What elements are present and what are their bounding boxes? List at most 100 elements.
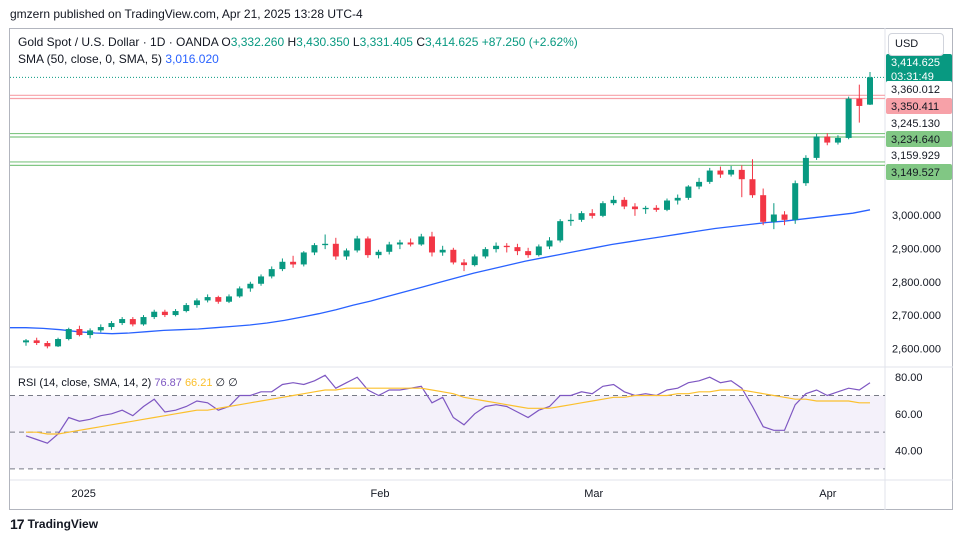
candle-body <box>503 245 510 248</box>
candle <box>653 205 660 212</box>
price-badge: 3,245.130 <box>886 115 952 131</box>
candle <box>461 259 468 272</box>
price-badge-text: 3,159.929 <box>891 150 940 162</box>
candle-body <box>332 243 339 257</box>
candle <box>546 237 553 250</box>
candle-body <box>87 330 94 336</box>
candle-body <box>354 238 361 251</box>
candle <box>717 166 724 178</box>
currency-button[interactable]: USD <box>888 33 944 56</box>
candle <box>525 247 532 258</box>
candle-body <box>108 323 115 328</box>
candle <box>781 211 788 226</box>
price-tick-label: 3,000.000 <box>892 210 941 222</box>
candle <box>685 185 692 200</box>
candle-body <box>493 245 500 250</box>
sma-label: SMA (50, close, 0, SMA, 5) <box>18 52 163 66</box>
candle <box>428 231 435 257</box>
rsi-pane <box>10 374 885 470</box>
candle <box>204 294 211 303</box>
candle <box>802 155 809 186</box>
low-label: L <box>352 35 360 49</box>
price-badge-bg <box>886 164 952 180</box>
candle-body <box>375 251 382 256</box>
candle <box>386 241 393 255</box>
candle-body <box>631 206 638 210</box>
candle-body <box>151 311 158 318</box>
candle <box>567 213 574 226</box>
candle-body <box>44 343 51 347</box>
candle <box>332 237 339 260</box>
candle-body <box>664 200 671 210</box>
price-tick-label: 2,900.000 <box>892 243 941 255</box>
candle-body <box>76 329 83 336</box>
candle <box>33 337 40 346</box>
candle-body <box>525 251 532 256</box>
sma-legend: SMA (50, close, 0, SMA, 5) 3,016.020 <box>18 52 219 66</box>
candle <box>407 238 414 247</box>
sma50-line <box>9 209 871 335</box>
rsi-sma-value: 66.21 <box>184 377 213 389</box>
price-badge-bg <box>886 98 952 114</box>
candle-body <box>225 296 232 302</box>
candle <box>749 159 756 198</box>
candle-body <box>311 245 318 253</box>
candle-body <box>439 249 446 253</box>
rsi-sma-line <box>26 387 870 435</box>
candle <box>290 255 297 268</box>
candle <box>23 339 29 346</box>
candle-body <box>749 179 756 196</box>
candle-body <box>589 213 596 216</box>
price-badge-text: 3,245.130 <box>891 118 940 130</box>
candle <box>268 266 275 279</box>
candle-body <box>418 236 425 245</box>
candle-body <box>247 283 254 289</box>
candle-body <box>97 327 104 331</box>
candle-body <box>557 221 564 241</box>
candle-body <box>364 238 371 256</box>
candle <box>375 249 382 259</box>
candle-body <box>845 98 852 138</box>
price-badge: 3,350.411 <box>886 98 952 114</box>
price-badge-text: 3,350.411 <box>891 101 939 113</box>
countdown-text: 03:31:49 <box>891 71 934 83</box>
candle <box>183 303 190 313</box>
candle-body <box>183 305 190 312</box>
candle-body <box>514 247 521 252</box>
candle <box>856 84 863 123</box>
candle <box>247 281 254 292</box>
candle-body <box>343 250 350 257</box>
high-value: 3,430.350 <box>296 35 350 49</box>
candle <box>44 341 51 349</box>
candle-body <box>642 207 649 210</box>
footer-brand[interactable]: 17 TradingView <box>10 516 98 532</box>
sma-value: 3,016.020 <box>165 52 219 66</box>
price-tick-label: 2,600.000 <box>892 343 941 355</box>
price-badge-bg <box>886 115 952 131</box>
candle <box>119 317 126 326</box>
price-badge-text: 3,414.625 <box>891 57 940 69</box>
time-tick-label: 2025 <box>71 488 95 500</box>
candle-body <box>685 186 692 198</box>
candle <box>311 243 318 256</box>
rsi-label: RSI (14, close, SMA, 14, 2) <box>18 377 152 389</box>
price-tick-label: 2,800.000 <box>892 277 941 289</box>
rsi-extra: ∅ ∅ <box>215 377 238 389</box>
candle-body <box>33 340 40 344</box>
candle-body <box>23 340 29 343</box>
time-tick-label: Feb <box>371 488 390 500</box>
candle <box>493 242 500 253</box>
candle-body <box>834 137 841 143</box>
candle <box>108 321 115 330</box>
candle-body <box>610 199 617 204</box>
candle-body <box>856 98 863 106</box>
candle <box>514 243 521 256</box>
change-value: +87.250 (+2.62%) <box>481 35 578 49</box>
price-badge: 3,360.012 <box>886 81 952 97</box>
price-tick-label: 2,700.000 <box>892 310 941 322</box>
candle <box>65 327 72 341</box>
price-badge-text: 3,360.012 <box>891 84 940 96</box>
candle <box>824 133 831 146</box>
candle <box>471 254 478 267</box>
